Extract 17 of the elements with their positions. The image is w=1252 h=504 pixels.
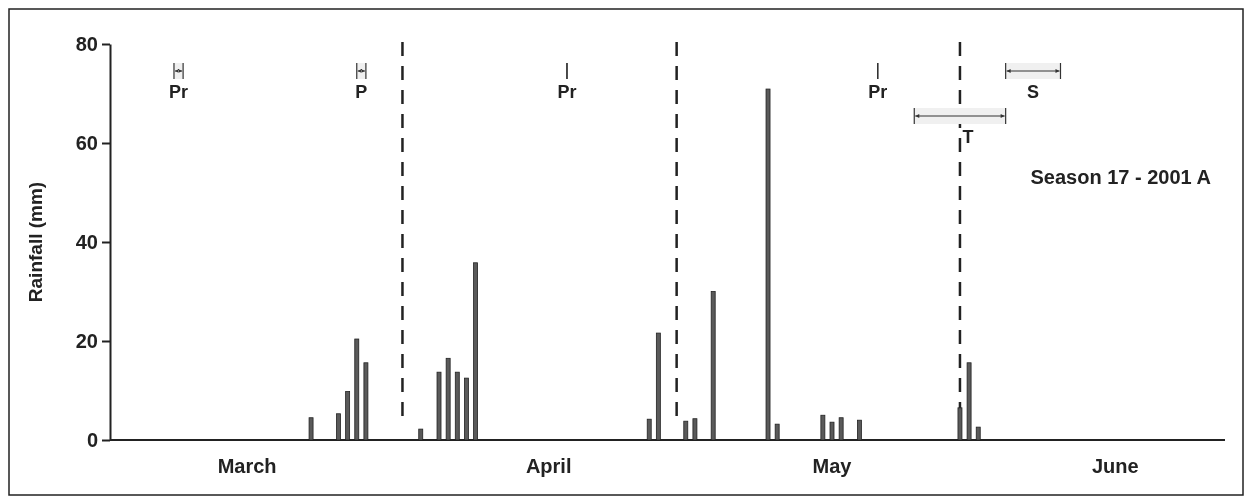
y-tick-label: 60 <box>75 131 98 154</box>
annotation: Season 17 - 2001 A <box>1030 166 1211 188</box>
y-tick-label: 0 <box>86 428 98 451</box>
y-tick-label: 20 <box>75 329 98 352</box>
band-label: P <box>355 82 368 102</box>
band-label: Pr <box>169 82 189 102</box>
y-tick-label: 80 <box>75 32 98 55</box>
x-tick-label: June <box>1091 455 1139 477</box>
band-label: S <box>1027 82 1040 102</box>
x-tick-label: March <box>217 455 277 477</box>
band-label: T <box>962 127 974 147</box>
x-tick-label: April <box>525 455 572 477</box>
y-tick-label: 40 <box>75 230 98 253</box>
band-label: Pr <box>868 82 888 102</box>
x-tick-label: May <box>812 455 853 477</box>
band-label: Pr <box>557 82 577 102</box>
y-axis-title: Rainfall (mm) <box>25 181 46 303</box>
